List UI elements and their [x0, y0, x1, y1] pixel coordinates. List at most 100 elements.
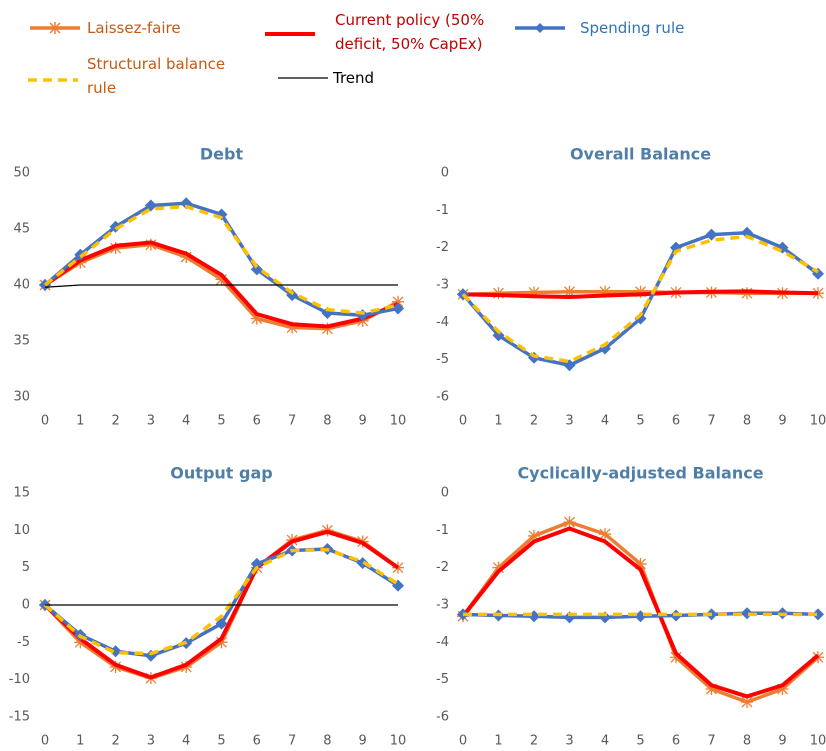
legend-label: Structural balance rule — [87, 55, 226, 97]
series-line — [461, 234, 819, 364]
marker — [250, 312, 263, 325]
series-line — [44, 284, 398, 288]
series-line — [44, 242, 399, 331]
marker — [144, 238, 157, 251]
marker — [705, 228, 718, 241]
x-tick-label: 5 — [636, 734, 644, 749]
x-tick-label: 9 — [359, 414, 367, 429]
x-tick-label: 2 — [530, 734, 538, 749]
series-line — [43, 529, 400, 680]
x-tick-label: 8 — [323, 734, 331, 749]
x-tick-label: 0 — [41, 414, 49, 429]
series-line — [461, 526, 820, 699]
chart-title: Cyclically-adjusted Balance — [517, 464, 763, 483]
marker — [741, 226, 753, 239]
marker — [492, 329, 505, 342]
x-tick-label: 9 — [359, 734, 367, 749]
marker — [776, 683, 789, 695]
x-tick-label: 1 — [76, 734, 84, 749]
y-tick-label: 45 — [13, 222, 30, 237]
series-line — [462, 289, 819, 299]
marker — [563, 516, 576, 529]
x-tick-label: 6 — [253, 734, 261, 749]
marker — [392, 561, 404, 574]
x-tick-label: 10 — [390, 414, 407, 429]
x-tick-label: 2 — [530, 414, 538, 429]
x-tick-label: 6 — [672, 414, 680, 429]
marker — [392, 295, 404, 308]
y-tick-label: 10 — [13, 523, 30, 538]
y-tick-label: -4 — [436, 315, 449, 330]
y-tick-label: 5 — [22, 560, 30, 575]
x-tick-label: 8 — [323, 414, 331, 429]
y-tick-label: -2 — [436, 240, 449, 255]
marker — [528, 610, 540, 623]
y-tick-label: -5 — [436, 352, 449, 367]
y-tick-label: 30 — [13, 390, 30, 405]
chart-title: Overall Balance — [570, 145, 711, 164]
series-line — [43, 547, 399, 656]
y-tick-label: -1 — [436, 203, 449, 218]
marker — [670, 651, 682, 664]
marker — [492, 561, 505, 574]
series-line — [43, 528, 400, 680]
marker — [528, 529, 540, 542]
marker — [634, 285, 647, 298]
y-tick-label: 0 — [22, 598, 30, 613]
x-tick-label: 6 — [253, 414, 261, 429]
y-tick-label: 40 — [13, 278, 30, 293]
x-tick-label: 1 — [494, 414, 502, 429]
x-tick-label: 4 — [601, 734, 609, 749]
x-tick-label: 7 — [288, 414, 296, 429]
y-tick-label: -6 — [436, 390, 449, 405]
x-tick-label: 10 — [390, 734, 407, 749]
series-line — [43, 204, 399, 315]
chart-title: Debt — [200, 145, 244, 164]
y-tick-label: -2 — [436, 560, 449, 575]
marker — [215, 636, 228, 649]
x-tick-label: 9 — [778, 414, 786, 429]
marker — [321, 322, 334, 335]
x-tick-label: 3 — [565, 734, 573, 749]
y-tick-label: 0 — [441, 486, 449, 501]
marker — [599, 528, 611, 541]
marker — [634, 610, 647, 623]
marker — [109, 660, 122, 673]
y-tick-label: -6 — [436, 710, 449, 725]
y-tick-label: -4 — [436, 635, 449, 650]
x-tick-label: 4 — [601, 414, 609, 429]
x-tick-label: 9 — [778, 734, 786, 749]
y-tick-label: -1 — [436, 523, 449, 538]
marker — [109, 645, 122, 658]
x-tick-label: 10 — [810, 734, 826, 749]
y-tick-label: -10 — [9, 672, 30, 687]
x-tick-label: 0 — [41, 734, 49, 749]
x-tick-label: 8 — [743, 734, 751, 749]
marker — [74, 636, 87, 649]
x-tick-label: 2 — [111, 734, 119, 749]
x-tick-label: 6 — [672, 734, 680, 749]
x-tick-label: 10 — [810, 414, 826, 429]
marker — [109, 220, 122, 233]
legend-label: Trend — [333, 69, 375, 87]
x-tick-label: 8 — [743, 414, 751, 429]
marker — [528, 286, 540, 299]
marker — [250, 263, 263, 276]
marker — [215, 617, 228, 630]
x-tick-label: 0 — [459, 734, 467, 749]
legend-marker — [535, 23, 545, 33]
x-tick-label: 1 — [76, 414, 84, 429]
marker — [215, 273, 228, 286]
x-tick-label: 7 — [707, 414, 715, 429]
x-tick-label: 3 — [147, 414, 155, 429]
marker — [563, 285, 576, 298]
legend-marker — [49, 22, 61, 34]
y-tick-label: 15 — [13, 486, 30, 501]
marker — [250, 557, 263, 570]
marker — [634, 557, 647, 570]
legend-label: Current policy (50% deficit, 50% CapEx) — [335, 11, 485, 53]
x-tick-label: 3 — [147, 734, 155, 749]
marker — [109, 242, 122, 255]
